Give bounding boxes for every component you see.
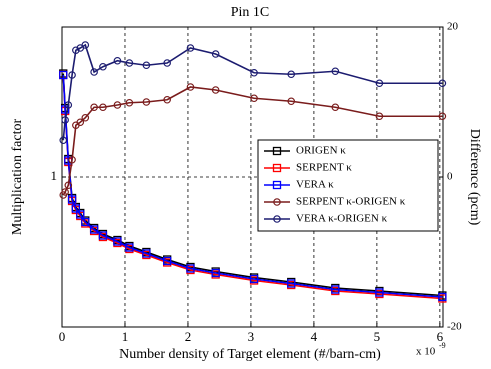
x-tick-label: 0 (59, 329, 66, 344)
legend-marker (273, 198, 281, 206)
marker (81, 217, 90, 227)
legend-marker (272, 180, 282, 190)
series-line (62, 86, 443, 196)
marker (90, 68, 98, 76)
marker (125, 59, 134, 67)
marker (186, 44, 195, 52)
marker (331, 285, 340, 294)
marker (61, 116, 69, 124)
marker (186, 83, 195, 91)
marker (98, 231, 108, 240)
legend-label: ORIGEN κ (296, 145, 346, 157)
legend-label: SERPENT κ (296, 162, 352, 174)
y2-tick-label: 0 (447, 171, 453, 183)
marker (59, 70, 68, 80)
marker (287, 279, 296, 288)
marker (68, 71, 76, 79)
y-tick-label: 1 (51, 168, 58, 183)
x-tick-label: 5 (374, 329, 381, 344)
marker (76, 210, 85, 219)
marker (99, 103, 107, 112)
marker (163, 95, 171, 104)
x-multiplier: x 10 (416, 346, 436, 358)
marker (89, 225, 99, 234)
marker (211, 86, 220, 94)
marker (71, 204, 81, 213)
legend-label: VERA κ (296, 179, 334, 191)
marker (375, 79, 384, 88)
legend-label: VERA κ-ORIGEN κ (296, 213, 388, 225)
legend-marker (272, 163, 282, 173)
marker (438, 112, 447, 121)
marker (64, 101, 73, 109)
marker (438, 292, 447, 302)
x-axis-label: Number density of Target element (#/barn… (119, 347, 381, 362)
marker (142, 98, 151, 106)
x-tick-label: 3 (248, 329, 255, 344)
marker (211, 50, 220, 58)
marker (61, 188, 69, 196)
y2-tick-label: 20 (447, 21, 459, 33)
marker (125, 98, 134, 107)
x-tick-label: 6 (437, 329, 444, 344)
y2-tick-label: -20 (447, 321, 462, 333)
y2-axis-label: Difference (pcm) (467, 129, 482, 226)
marker (67, 195, 77, 204)
marker (125, 243, 134, 252)
marker (113, 237, 122, 246)
plot-frame (61, 26, 444, 328)
marker (287, 70, 296, 79)
marker (163, 59, 171, 67)
marker (113, 101, 122, 109)
marker (331, 103, 340, 112)
marker (163, 256, 172, 266)
marker (99, 62, 107, 71)
x-multiplier-exponent: -9 (439, 341, 446, 350)
y-axis-label: Multiplication factor (10, 119, 25, 236)
marker (113, 56, 122, 65)
marker (81, 113, 90, 122)
marker (250, 68, 258, 77)
marker (250, 94, 258, 103)
chart-title: Pin 1C (231, 5, 270, 20)
marker (142, 249, 151, 258)
marker (81, 41, 90, 49)
legend-label: SERPENT κ-ORIGEN κ (296, 196, 406, 208)
x-tick-label: 4 (311, 329, 318, 344)
marker (287, 97, 296, 106)
marker (59, 136, 68, 145)
marker (249, 274, 259, 284)
x-tick-label: 2 (185, 329, 192, 344)
marker (438, 79, 447, 88)
marker (375, 288, 384, 297)
marker (72, 46, 80, 55)
marker (64, 181, 73, 190)
marker (211, 268, 220, 278)
marker (375, 112, 384, 121)
marker (331, 67, 340, 76)
marker (68, 155, 76, 164)
series-line (62, 74, 443, 298)
marker (186, 264, 195, 273)
series-line (62, 43, 443, 141)
marker (76, 118, 85, 127)
marker (90, 103, 98, 112)
x-tick-label: 1 (122, 329, 129, 344)
legend-marker (273, 215, 281, 223)
marker (142, 61, 151, 70)
legend-marker (272, 146, 282, 156)
